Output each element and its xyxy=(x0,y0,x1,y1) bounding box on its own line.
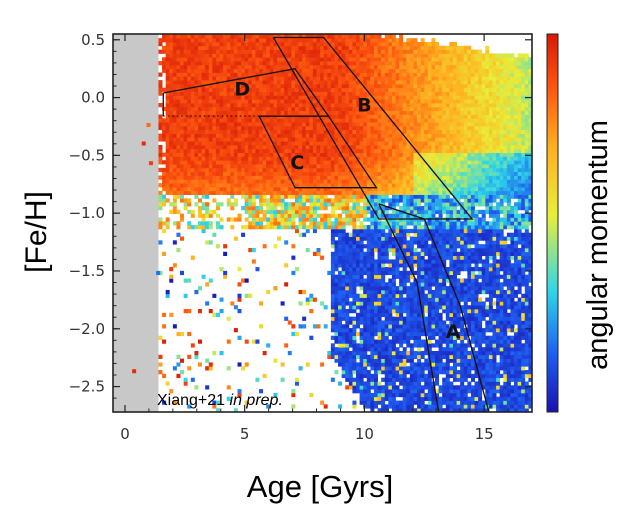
x-tick-label: 0 xyxy=(120,425,130,443)
credit-italic: in prep. xyxy=(230,392,283,409)
heatmap-cell-outlier xyxy=(148,161,153,166)
y-tick-label: 0.5 xyxy=(81,31,105,49)
credit-prefix: Xiang+21 xyxy=(157,392,230,409)
region-c-label: C xyxy=(290,152,304,174)
y-axis-label: [Fe/H] xyxy=(20,191,53,273)
colorbar xyxy=(546,33,559,413)
region-d-outline xyxy=(163,67,330,117)
heatmap-cells xyxy=(132,34,532,412)
x-axis-label: Age [Gyrs] xyxy=(247,469,393,504)
credit-text: Xiang+21 in prep. xyxy=(157,392,283,409)
masked-age-region xyxy=(113,34,159,412)
y-tick-label: −0.5 xyxy=(69,146,105,164)
y-tick-label: −1.0 xyxy=(69,204,105,222)
x-tick-label: 15 xyxy=(475,425,494,443)
y-tick-label: −2.0 xyxy=(69,320,105,338)
heatmap-cell-outlier xyxy=(132,369,137,374)
y-tick-label: −2.5 xyxy=(69,378,105,396)
axes: 0 5 10 15 0.5 0.0 −0.5 −1.0 −1.5 −2.0 −2.5 xyxy=(69,31,533,443)
y-tick-label: 0.0 xyxy=(81,89,105,107)
heatmap-cell-outlier xyxy=(156,270,161,275)
region-d-label: D xyxy=(234,78,250,100)
region-labels: A B C D xyxy=(234,78,460,343)
heatmap-cell-outlier xyxy=(146,123,151,128)
y-tick-label: −1.5 xyxy=(69,262,105,280)
x-tick-label: 5 xyxy=(240,425,250,443)
region-outlines xyxy=(162,36,490,412)
heatmap-cell-outlier xyxy=(141,141,146,146)
region-b-outline xyxy=(272,36,474,220)
colorbar-label: angular momentum xyxy=(582,120,614,370)
region-b-label: B xyxy=(357,94,371,116)
region-a-label: A xyxy=(446,321,461,343)
plot-frame xyxy=(112,33,533,413)
x-tick-label: 10 xyxy=(355,425,374,443)
